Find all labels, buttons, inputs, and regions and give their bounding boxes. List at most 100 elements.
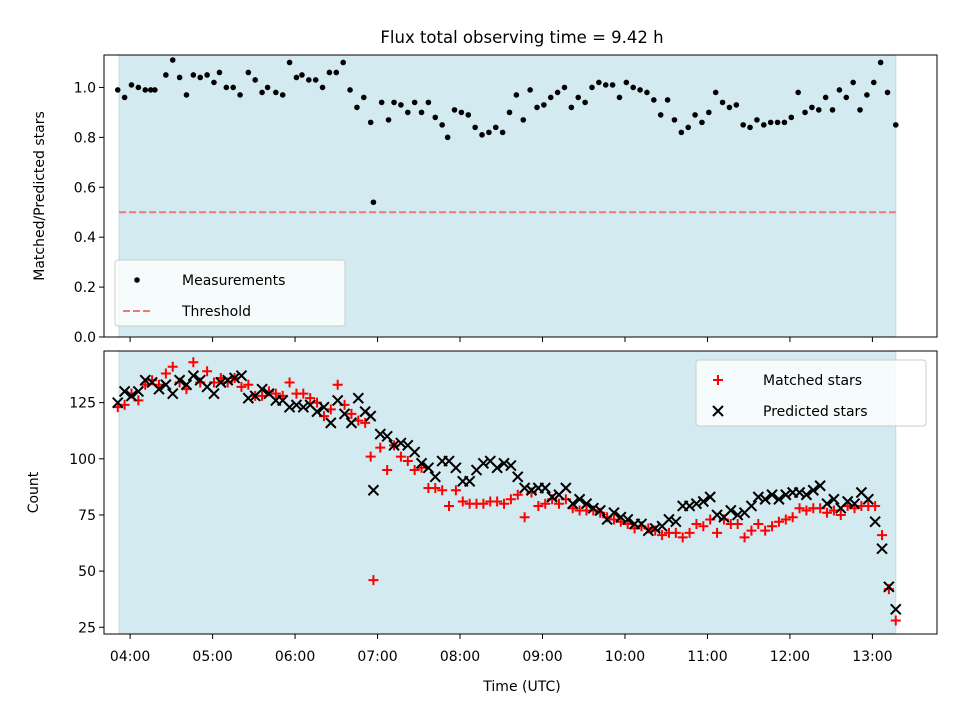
measurement-point [306, 77, 312, 83]
measurement-point [541, 102, 547, 108]
matched-star-point [739, 532, 750, 543]
predicted-star-point [235, 369, 248, 382]
predicted-star-point [828, 493, 840, 505]
measurement-point [589, 84, 595, 91]
measurement-point [534, 104, 540, 111]
matched-star-point [492, 496, 503, 507]
measurement-point [678, 129, 685, 136]
measurement-point [623, 79, 630, 86]
x-tick-label: 08:00 [440, 649, 480, 665]
predicted-star-point [208, 387, 220, 400]
measurement-point [609, 82, 616, 88]
x-tick-label: 04:00 [110, 649, 150, 665]
legend-label: Predicted stars [763, 404, 868, 420]
predicted-star-point [345, 417, 358, 429]
measurement-point [465, 112, 472, 118]
measurement-point [418, 109, 425, 116]
predicted-star-point [725, 504, 737, 517]
matched-star-point [270, 388, 281, 399]
matched-star-point [457, 496, 468, 507]
matched-star-point [430, 483, 441, 494]
predicted-star-point [773, 493, 785, 505]
top-panel-legend: Measurements Threshold [114, 259, 346, 327]
predicted-star-point [690, 498, 703, 510]
predicted-star-point [125, 390, 138, 402]
bottom-panel: 25 50 75 100 125 04:00 05:00 06:00 07:00 08:00 09:… [26, 350, 938, 665]
predicted-star-point [331, 394, 344, 407]
measurement-point [135, 84, 142, 91]
matched-star-point [409, 465, 420, 476]
predicted-star-point [890, 603, 902, 616]
predicted-star-point [395, 437, 407, 449]
matched-star-point [450, 485, 461, 496]
matched-star-point [677, 532, 688, 543]
matched-star-point [746, 525, 757, 536]
matched-star-point [236, 381, 247, 392]
measurement-point [822, 94, 829, 101]
measurement-point [719, 99, 726, 106]
predicted-star-point [256, 383, 268, 395]
predicted-star-point [704, 491, 716, 503]
measurement-point [644, 89, 650, 96]
measurement-point [439, 122, 445, 128]
predicted-star-point [167, 387, 179, 400]
predicted-star-point [132, 385, 145, 398]
measurement-point [520, 117, 527, 123]
matched-star-point [505, 494, 516, 505]
predicted-star-point [608, 507, 620, 519]
predicted-star-point [228, 372, 241, 384]
matched-star-point [870, 500, 881, 511]
measurement-point [692, 112, 698, 118]
measurement-point [630, 84, 637, 91]
matched-star-point [553, 498, 564, 509]
measurement-point [815, 107, 822, 113]
measurement-point [121, 94, 128, 101]
measurement-point [857, 107, 863, 113]
y-tick-label: 1.0 [74, 80, 96, 96]
predicted-star-point [525, 484, 538, 496]
matched-star-point [835, 509, 846, 520]
measurement-point [726, 104, 733, 111]
measurement-point [575, 94, 582, 101]
predicted-star-point [683, 500, 696, 512]
predicted-star-point [745, 500, 758, 512]
predicted-star-point [381, 430, 393, 443]
predicted-star-point [388, 439, 400, 452]
measurement-point [237, 92, 243, 98]
bottom-panel-legend: Matched stars Predicted stars [695, 359, 927, 427]
predicted-star-point [560, 482, 572, 494]
measurement-point [190, 72, 197, 78]
matched-star-point [780, 514, 791, 525]
measurement-point [230, 84, 237, 91]
measurement-point [411, 99, 418, 106]
measurement-point [657, 112, 664, 118]
measurement-point [712, 89, 719, 96]
bottom-panel-ticks: 25 50 75 100 125 04:00 05:00 06:00 07:00 08:00 09:… [69, 396, 892, 665]
matched-star-point [365, 451, 376, 462]
measurement-point [596, 79, 602, 86]
matched-star-point [402, 456, 413, 467]
predicted-star-point [518, 482, 531, 494]
predicted-star-point [580, 498, 593, 510]
matched-star-point [540, 498, 551, 509]
predicted-star-point [242, 392, 255, 404]
matched-star-point [877, 530, 888, 541]
predicted-star-point [374, 428, 386, 440]
matched-star-point [243, 379, 254, 390]
legend-label: Matched stars [763, 373, 862, 389]
predicted-star-point [766, 489, 778, 501]
measurement-point [802, 109, 808, 116]
measurement-point [651, 97, 657, 103]
measurement-point [211, 79, 217, 86]
x-tick-label: 10:00 [605, 649, 645, 665]
predicted-star-point [283, 401, 296, 413]
matched-star-point [160, 368, 171, 379]
measurement-point [561, 84, 568, 91]
top-panel-ticks: 0.0 0.2 0.4 0.6 0.8 1.0 [74, 80, 873, 346]
predicted-star-point [759, 493, 771, 505]
matched-star-point [305, 393, 316, 404]
predicted-star-point [780, 489, 792, 501]
measurement-point [340, 59, 346, 66]
predicted-star-point [869, 515, 881, 528]
measurement-point [870, 79, 877, 86]
